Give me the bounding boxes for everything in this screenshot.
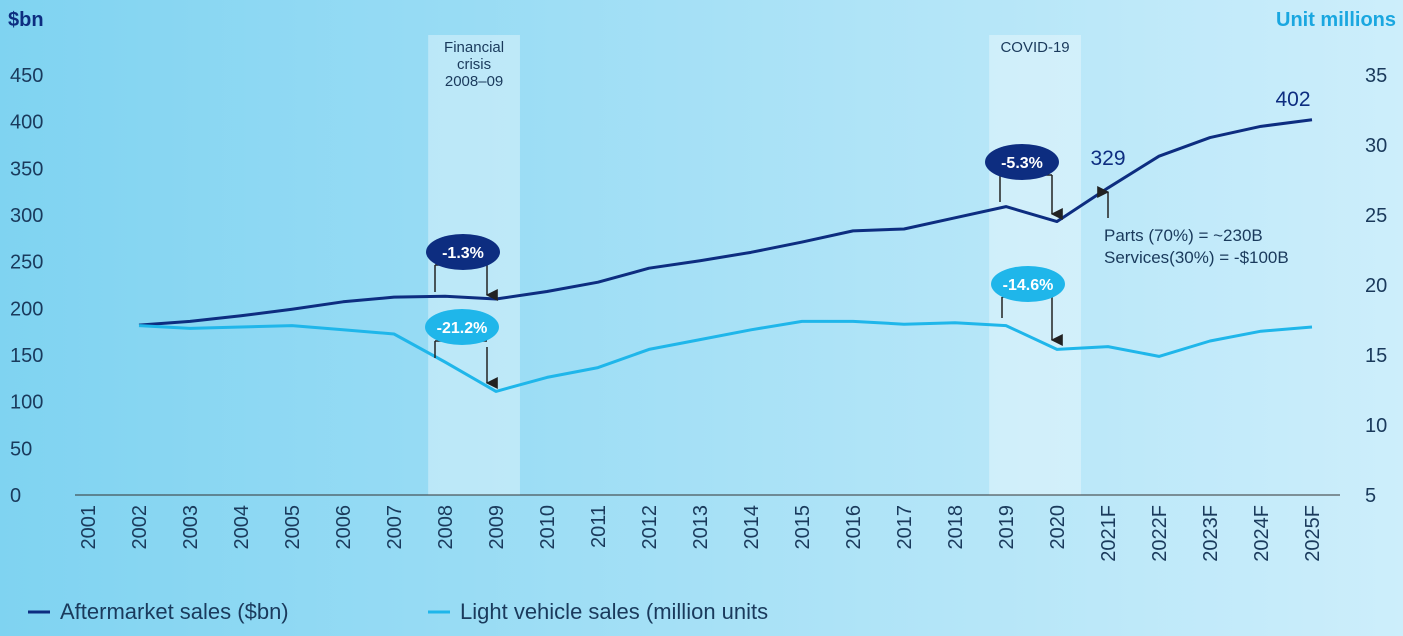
callout-bubble (425, 309, 499, 345)
x-tick-label: 2002 (129, 505, 151, 550)
callout-bubble (985, 144, 1059, 180)
y-tick-label: 250 (10, 252, 43, 274)
x-tick-label: 2017 (894, 505, 916, 550)
note-text: Services(30%) = -$100B (1104, 248, 1289, 267)
x-tick-label: 2003 (180, 505, 202, 550)
x-tick-label: 2022F (1149, 505, 1171, 562)
legend-label: Light vehicle sales (million units (460, 599, 768, 624)
band-label: COVID-19 (1000, 39, 1069, 56)
y-tick-label: 400 (10, 112, 43, 134)
x-tick-label: 2013 (690, 505, 712, 550)
series-line (138, 118, 1313, 327)
x-tick-label: 2012 (639, 505, 661, 550)
y2-tick-label: 5 (1365, 485, 1376, 507)
y2-tick-label: 20 (1365, 275, 1387, 297)
band-label: 2008–09 (445, 73, 503, 90)
y-axis-label: $bn (8, 9, 44, 31)
x-tick-label: 2023F (1200, 505, 1222, 562)
band-label: crisis (457, 56, 491, 73)
y-tick-label: 100 (10, 392, 43, 414)
x-tick-label: 2018 (945, 505, 967, 550)
y-tick-label: 450 (10, 65, 43, 87)
note-text: Parts (70%) = ~230B (1104, 226, 1263, 245)
callout-bubble (426, 234, 500, 270)
x-tick-label: 2016 (843, 505, 865, 550)
x-tick-label: 2019 (996, 505, 1018, 550)
x-tick-label: 2004 (231, 505, 253, 550)
band-label: Financial (444, 39, 504, 56)
x-tick-label: 2021F (1098, 505, 1120, 562)
x-tick-label: 2008 (435, 505, 457, 550)
y2-axis-label: Unit millions (1276, 9, 1396, 31)
crisis-band (989, 35, 1081, 495)
x-tick-label: 2014 (741, 505, 763, 550)
y2-tick-label: 30 (1365, 135, 1387, 157)
x-tick-label: 2009 (486, 505, 508, 550)
y-tick-label: 50 (10, 438, 32, 460)
change-label: -21.2% (437, 320, 488, 337)
y2-tick-label: 35 (1365, 65, 1387, 87)
data-label: 402 (1275, 88, 1310, 111)
x-tick-label: 2006 (333, 505, 355, 550)
legend-label: Aftermarket sales ($bn) (60, 599, 289, 624)
x-tick-label: 2010 (537, 505, 559, 550)
change-label: -1.3% (442, 245, 484, 262)
y2-tick-label: 15 (1365, 345, 1387, 367)
x-tick-label: 2001 (78, 505, 100, 550)
y-tick-label: 300 (10, 205, 43, 227)
series-line (138, 319, 1313, 393)
x-tick-label: 2011 (588, 505, 610, 548)
y-tick-label: 150 (10, 345, 43, 367)
y2-tick-label: 25 (1365, 205, 1387, 227)
change-label: -5.3% (1001, 155, 1043, 172)
x-tick-label: 2025F (1302, 505, 1324, 562)
data-label: 329 (1090, 147, 1125, 170)
change-label: -14.6% (1003, 277, 1054, 294)
y-tick-label: 350 (10, 158, 43, 180)
x-tick-label: 2005 (282, 505, 304, 550)
x-tick-label: 2007 (384, 505, 406, 550)
x-tick-label: 2015 (792, 505, 814, 550)
callout-bubble (991, 266, 1065, 302)
x-tick-label: 2024F (1251, 505, 1273, 562)
x-tick-label: 2020 (1047, 505, 1069, 550)
y-tick-label: 200 (10, 298, 43, 320)
y-tick-label: 0 (10, 485, 21, 507)
y2-tick-label: 10 (1365, 415, 1387, 437)
